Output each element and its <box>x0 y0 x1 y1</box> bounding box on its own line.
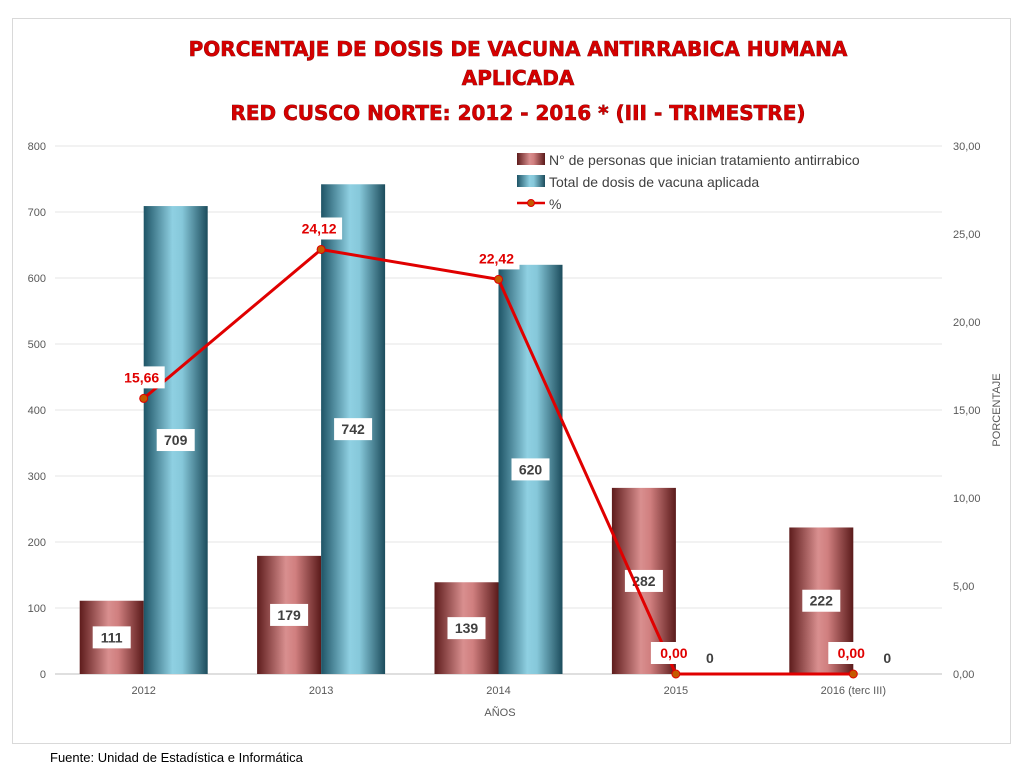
chart-title: PORCENTAJE DE DOSIS DE VACUNA ANTIRRABIC… <box>188 37 848 126</box>
percent-marker <box>848 669 858 679</box>
y-tick-label: 600 <box>28 273 46 285</box>
y2-tick-label: 10,00 <box>953 493 981 505</box>
bar-dosis-label: 0 <box>706 650 714 666</box>
bar-personas-label-box <box>270 603 309 626</box>
percent-label: 0,00 <box>838 645 865 661</box>
left-axis-ticks: 0 100 200 300 400 500 600 700 800 <box>28 141 46 681</box>
bar-dosis-label: 709 <box>164 432 188 448</box>
chart-title-line-3: RED CUSCO NORTE: 2012 - 2016 * (III - TR… <box>230 101 805 125</box>
category-label: 2013 <box>309 685 333 697</box>
percent-marker <box>494 274 503 284</box>
percent-label-box <box>118 366 165 389</box>
percent-marker <box>671 669 681 679</box>
y2-tick-label: 0,00 <box>953 669 974 681</box>
bar-personas-label: 111 <box>101 629 123 645</box>
bar-dosis-label-box <box>511 458 550 481</box>
percent-label: 15,66 <box>124 369 159 385</box>
y-tick-label: 200 <box>28 537 46 549</box>
bar-dosis-label: 0 <box>883 650 891 666</box>
y2-axis-title: PORCENTAJE <box>991 373 1003 446</box>
y-tick-label: 800 <box>28 141 46 153</box>
y2-tick-label: 15,00 <box>953 405 981 417</box>
percent-label-box <box>650 642 697 664</box>
category-label: 2012 <box>131 685 155 697</box>
percent-label: 22,42 <box>479 250 514 266</box>
legend-label-personas: N° de personas que inician tratamiento a… <box>549 152 860 168</box>
legend-swatch-dosis <box>517 175 545 187</box>
y-tick-label: 0 <box>40 669 46 681</box>
category-label: 2015 <box>664 685 688 697</box>
bar-dosis-label: 742 <box>341 421 365 437</box>
right-axis-ticks: 0,00 5,00 10,00 15,00 20,00 25,00 30,00 <box>953 141 981 681</box>
percent-marker <box>316 244 326 254</box>
percent-label-box <box>473 247 520 270</box>
bar-personas-label: 282 <box>632 573 656 589</box>
legend-label-dosis: Total de dosis de vacuna aplicada <box>549 174 759 190</box>
source-note: Fuente: Unidad de Estadística e Informát… <box>50 750 303 765</box>
y-tick-label: 300 <box>28 471 46 483</box>
bar-personas-label-box <box>447 617 486 640</box>
legend-swatch-percent-marker <box>527 199 535 207</box>
bar-personas-label: 179 <box>277 607 301 623</box>
category-label: 2014 <box>486 685 510 697</box>
y2-tick-label: 25,00 <box>953 229 981 241</box>
bar-personas-label: 139 <box>455 620 479 636</box>
y-tick-label: 500 <box>28 339 46 351</box>
y2-tick-label: 20,00 <box>953 317 981 329</box>
y-tick-label: 700 <box>28 207 46 219</box>
chart-title-line-2: APLICADA <box>462 66 575 90</box>
bar-personas-label: 222 <box>810 593 834 609</box>
legend: N° de personas que inician tratamiento a… <box>517 152 860 212</box>
category-labels: 2012 2013 2014 2015 2016 (terc III) <box>131 685 886 697</box>
bar-dosis-label: 620 <box>519 461 543 477</box>
percent-label: 24,12 <box>302 220 337 236</box>
bar-personas-label-box <box>802 589 841 612</box>
y-tick-label: 100 <box>28 603 46 615</box>
percent-label: 0,00 <box>660 645 687 661</box>
legend-label-percent: % <box>549 196 561 212</box>
bars <box>79 184 854 674</box>
percentage-line-layer: 15,66 24,12 22,42 0,00 0,00 <box>118 217 875 679</box>
percent-marker <box>139 393 149 403</box>
percent-label-box <box>828 642 875 664</box>
y-tick-label: 400 <box>28 405 46 417</box>
bar-data-labels: 111 709 179 742 139 620 282 0 222 0 <box>92 418 891 666</box>
bar-dosis-label-box <box>334 418 373 441</box>
bar-personas-label-box <box>92 626 131 649</box>
bar-personas-label-box <box>624 569 663 592</box>
category-label: 2016 (terc III) <box>821 685 886 697</box>
chart-title-line-1: PORCENTAJE DE DOSIS DE VACUNA ANTIRRABIC… <box>189 37 848 61</box>
legend-swatch-personas <box>517 153 545 165</box>
bar-dosis-label-box <box>156 429 195 452</box>
y2-tick-label: 30,00 <box>953 141 981 153</box>
percent-label-box <box>296 217 343 240</box>
x-axis-title: AÑOS <box>484 706 515 719</box>
y2-tick-label: 5,00 <box>953 581 974 593</box>
